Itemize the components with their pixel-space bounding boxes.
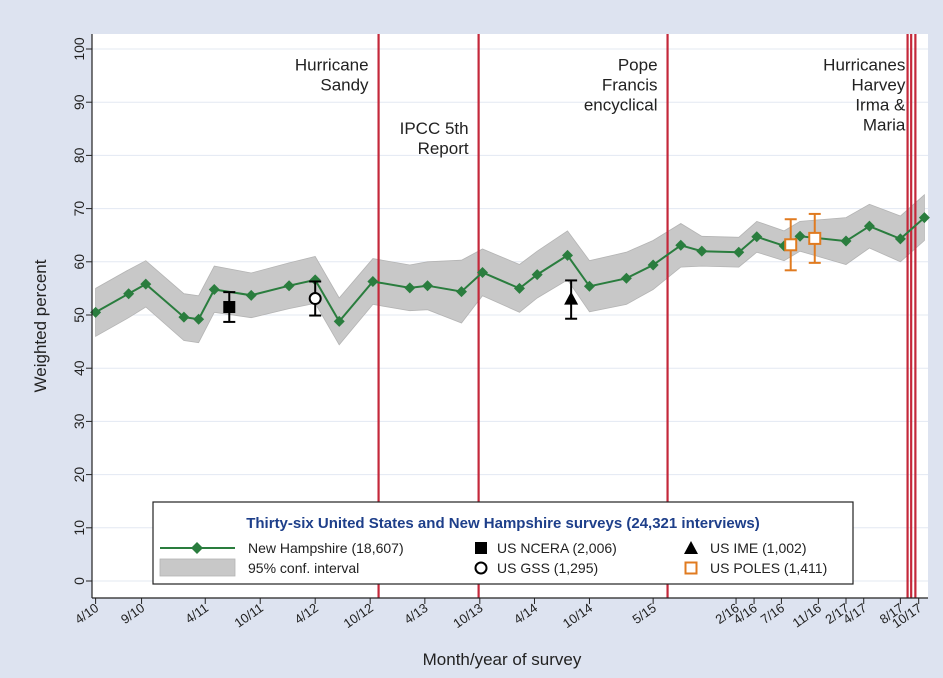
y-tick-label: 100 <box>71 37 87 61</box>
nh-point <box>531 269 543 281</box>
nh-point <box>620 272 632 284</box>
y-tick-label: 30 <box>71 413 87 429</box>
nh-point <box>840 235 852 247</box>
nh-point <box>733 246 745 258</box>
y-tick-label: 80 <box>71 147 87 163</box>
event-label: Sandy <box>320 75 369 94</box>
ci-band-layer <box>95 193 925 346</box>
y-tick-label: 90 <box>71 94 87 110</box>
event-label: Harvey <box>852 75 906 94</box>
y-tick-label: 0 <box>71 577 87 585</box>
nh-point <box>140 278 152 290</box>
event-label: Irma & <box>855 95 906 114</box>
us-survey-point <box>223 301 236 314</box>
y-tick-label: 60 <box>71 254 87 270</box>
legend-gss-marker <box>474 561 488 575</box>
event-label: Hurricanes <box>823 55 905 74</box>
nh-point <box>208 283 220 295</box>
nh-point <box>794 230 806 242</box>
nh-point <box>123 288 135 300</box>
series-layer <box>90 212 930 327</box>
legend-ci-label: 95% conf. interval <box>248 560 359 576</box>
nh-point <box>367 275 379 287</box>
nh-point <box>404 282 416 294</box>
y-tick-label: 10 <box>71 520 87 536</box>
nh-point <box>455 286 467 298</box>
legend-poles-marker <box>684 561 698 575</box>
us-survey-point <box>564 291 579 305</box>
legend-nh-label: New Hampshire (18,607) <box>248 540 404 556</box>
legend-ime-marker <box>684 541 698 554</box>
nh-point <box>477 266 489 278</box>
event-label: encyclical <box>584 95 658 114</box>
y-tick-label: 70 <box>71 201 87 217</box>
event-label: Francis <box>602 75 658 94</box>
legend-nh-marker <box>191 542 203 554</box>
us-survey-point <box>784 238 798 252</box>
event-label: Pope <box>618 55 658 74</box>
nh-point <box>513 282 525 294</box>
y-axis-title: Weighted percent <box>31 259 50 392</box>
legend-ci-swatch <box>159 558 236 577</box>
ci-band <box>95 193 925 346</box>
nh-point <box>751 231 763 243</box>
nh-point <box>583 280 595 292</box>
us-survey-point <box>808 231 822 245</box>
legend-box <box>152 501 854 585</box>
nh-point <box>918 212 930 224</box>
y-tick-label: 50 <box>71 307 87 323</box>
nh-point <box>245 289 257 301</box>
legend-title: Thirty-six United States and New Hampshi… <box>246 515 760 532</box>
legend-ncera-label: US NCERA (2,006) <box>497 540 617 556</box>
nh-point <box>283 280 295 292</box>
event-label: IPCC 5th <box>400 119 469 138</box>
legend: Thirty-six United States and New Hampshi… <box>152 501 854 585</box>
legend-poles-label: US POLES (1,411) <box>710 560 827 576</box>
y-tick-label: 20 <box>71 467 87 483</box>
nh-point <box>696 245 708 257</box>
nh-point <box>309 274 321 286</box>
nh-point <box>562 249 574 261</box>
legend-gss-label: US GSS (1,295) <box>497 560 598 576</box>
nh-point <box>647 259 659 271</box>
legend-ncera-marker <box>475 542 487 554</box>
us-survey-point <box>308 292 322 306</box>
nh-point <box>422 280 434 292</box>
us-surveys-layer <box>223 212 822 323</box>
legend-ime-label: US IME (1,002) <box>710 540 806 556</box>
event-label: Maria <box>863 115 906 134</box>
nh-point <box>863 220 875 232</box>
nh-point <box>90 306 102 318</box>
nh-point <box>193 313 205 325</box>
nh-point <box>178 311 190 323</box>
event-label: Report <box>418 139 469 158</box>
event-label: Hurricane <box>295 55 369 74</box>
x-axis-title: Month/year of survey <box>423 650 582 669</box>
nh-point <box>333 315 345 327</box>
nh-point <box>894 233 906 245</box>
y-tick-label: 40 <box>71 360 87 376</box>
nh-point <box>675 239 687 251</box>
